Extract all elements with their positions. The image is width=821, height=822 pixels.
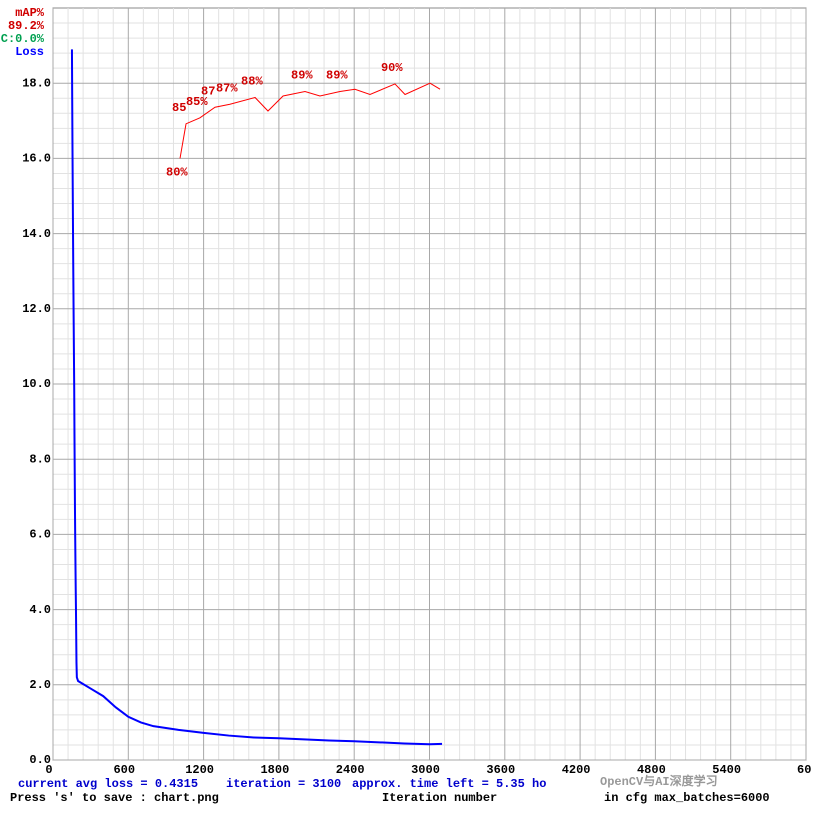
x-tick-label: 1200 <box>185 763 214 777</box>
footer-text: Iteration number <box>382 791 497 805</box>
legend-entry: 89.2% <box>8 19 45 33</box>
data-label: 89% <box>291 69 313 83</box>
x-tick-label: 3600 <box>486 763 515 777</box>
data-label: 88% <box>241 75 263 89</box>
footer-text: approx. time left = 5.35 ho <box>352 777 546 791</box>
footer-text: Press 's' to save : chart.png <box>10 791 219 805</box>
y-tick-label: 2.0 <box>29 678 51 692</box>
footer-text: current avg loss = 0.4315 <box>18 777 198 791</box>
legend-entry: Loss <box>15 45 44 59</box>
footer-text: iteration = 3100 <box>226 777 341 791</box>
x-tick-label: 4200 <box>562 763 591 777</box>
y-tick-label: 8.0 <box>29 452 51 466</box>
data-label: 89% <box>326 69 348 83</box>
data-label: 87 <box>201 84 215 98</box>
x-tick-label: 60 <box>797 763 811 777</box>
y-tick-label: 14.0 <box>22 227 51 241</box>
x-tick-label: 1800 <box>260 763 289 777</box>
y-tick-label: 6.0 <box>29 528 51 542</box>
y-tick-label: 16.0 <box>22 152 51 166</box>
y-tick-label: 0.0 <box>29 753 51 767</box>
data-label: 80% <box>166 166 188 180</box>
x-tick-label: 0 <box>45 763 52 777</box>
series-line <box>179 82 441 159</box>
legend-entry: mAP% <box>15 6 45 20</box>
data-label: 85 <box>172 101 186 115</box>
data-label: 85% <box>186 95 208 109</box>
y-tick-label: 18.0 <box>22 76 51 90</box>
data-label: 87% <box>216 81 238 95</box>
x-tick-label: 3000 <box>411 763 440 777</box>
legend-entry: C:0.0% <box>1 32 45 46</box>
data-label: 90% <box>381 61 403 75</box>
footer-text: in cfg max_batches=6000 <box>604 791 770 805</box>
x-tick-label: 2400 <box>336 763 365 777</box>
watermark: OpenCV与AI深度学习 <box>600 773 718 789</box>
x-tick-label: 4800 <box>637 763 666 777</box>
y-tick-label: 4.0 <box>29 603 51 617</box>
series-line <box>70 49 443 746</box>
y-tick-label: 12.0 <box>22 302 51 316</box>
x-tick-label: 5400 <box>712 763 741 777</box>
y-tick-label: 10.0 <box>22 377 51 391</box>
x-tick-label: 600 <box>113 763 135 777</box>
